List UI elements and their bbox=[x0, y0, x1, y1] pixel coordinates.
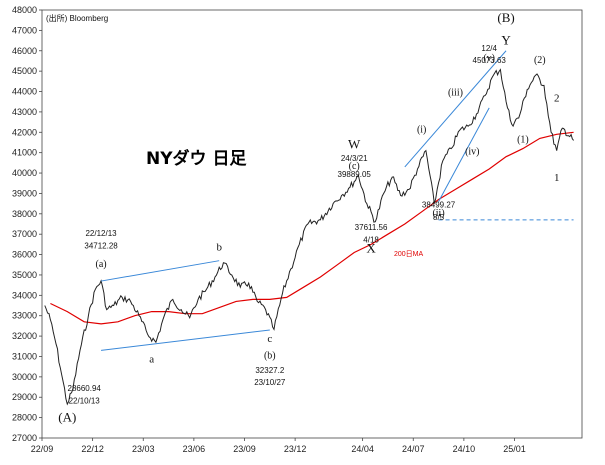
wave-label: 22/12/13 bbox=[85, 229, 117, 238]
y-tick-label: 40000 bbox=[12, 168, 37, 178]
y-tick-label: 33000 bbox=[12, 311, 37, 321]
trendline bbox=[101, 329, 270, 351]
wave-annotations: (A) 28660.94 22/10/13 22/12/13 34712.28 (a) a b… bbox=[58, 10, 559, 424]
y-axis: 27000 28000 29000 30000 31000 32000 33000 34000… bbox=[12, 5, 42, 443]
y-tick-label: 36000 bbox=[12, 250, 37, 260]
source-label: (出所) Bloomberg bbox=[46, 13, 108, 23]
wave-label: 38499.27 bbox=[422, 201, 456, 210]
ma200-label: 200日MA bbox=[394, 250, 424, 258]
y-tick-label: 47000 bbox=[12, 25, 37, 35]
wave-label: 12/4 bbox=[481, 44, 497, 53]
price-line bbox=[44, 68, 574, 406]
wave-label: 4/18 bbox=[363, 235, 379, 244]
wave-label: W bbox=[348, 137, 361, 152]
wave-label: 37611.56 bbox=[355, 223, 388, 232]
wave-label: (2) bbox=[534, 55, 546, 66]
trendline bbox=[438, 107, 490, 202]
wave-label: (iii) bbox=[448, 88, 463, 99]
trendline bbox=[100, 260, 220, 282]
wave-label: (iv) bbox=[465, 147, 479, 158]
y-tick-label: 39000 bbox=[12, 188, 37, 198]
chart-title: NYダウ 日足 bbox=[146, 148, 246, 169]
plot-frame bbox=[41, 9, 583, 439]
wave-label: 24/3/21 bbox=[341, 154, 368, 163]
wave-label: 28660.94 bbox=[68, 384, 102, 393]
wave-label: Y bbox=[501, 33, 511, 48]
trendline bbox=[404, 50, 507, 168]
wave-label: (1) bbox=[517, 134, 529, 145]
y-tick-label: 28000 bbox=[12, 413, 37, 423]
y-tick-label: 46000 bbox=[12, 46, 37, 56]
x-tick-label: 24/07 bbox=[402, 444, 425, 454]
price-series bbox=[44, 68, 574, 406]
trendlines bbox=[100, 50, 574, 351]
wave-label: 1 bbox=[554, 172, 560, 184]
x-tick-label: 24/10 bbox=[453, 444, 476, 454]
x-tick-label: 22/12 bbox=[81, 444, 104, 454]
y-tick-label: 32000 bbox=[12, 331, 37, 341]
x-tick-label: 23/12 bbox=[284, 444, 307, 454]
y-tick-label: 41000 bbox=[12, 148, 37, 158]
y-tick-label: 48000 bbox=[12, 5, 37, 15]
x-tick-label: 23/06 bbox=[183, 444, 206, 454]
y-tick-label: 29000 bbox=[12, 392, 37, 402]
wave-label: 2 bbox=[554, 93, 560, 105]
x-axis: 22/09 22/12 23/03 23/06 23/09 23/12 24/04 24/07… bbox=[31, 438, 526, 454]
x-tick-label: 22/09 bbox=[31, 444, 54, 454]
wave-label: (i) bbox=[417, 124, 426, 135]
wave-label: (A) bbox=[58, 410, 76, 425]
y-tick-label: 30000 bbox=[12, 372, 37, 382]
wave-label: (ii) bbox=[432, 208, 444, 219]
wave-label: b bbox=[216, 241, 222, 253]
y-tick-label: 31000 bbox=[12, 351, 37, 361]
ma200-line bbox=[50, 131, 574, 325]
wave-label: X bbox=[366, 241, 376, 256]
wave-label: 8/5 bbox=[433, 213, 445, 222]
y-tick-label: 27000 bbox=[12, 433, 37, 443]
wave-label: 34712.28 bbox=[84, 241, 118, 250]
wave-label: 45073.63 bbox=[473, 56, 507, 65]
y-tick-label: 37000 bbox=[12, 229, 37, 239]
wave-label: 39889.05 bbox=[338, 170, 372, 179]
wave-label: 23/10/27 bbox=[254, 378, 286, 387]
wave-label: (B) bbox=[497, 10, 514, 25]
wave-label: (b) bbox=[264, 351, 276, 362]
wave-label: a bbox=[149, 354, 154, 366]
y-tick-label: 43000 bbox=[12, 107, 37, 117]
wave-label: 32327.2 bbox=[255, 366, 284, 375]
wave-label: c bbox=[267, 333, 272, 345]
y-tick-label: 35000 bbox=[12, 270, 37, 280]
x-tick-label: 25/01 bbox=[503, 444, 526, 454]
wave-label: (a) bbox=[96, 259, 107, 270]
y-tick-label: 44000 bbox=[12, 87, 37, 97]
y-tick-label: 42000 bbox=[12, 127, 37, 137]
x-tick-label: 24/04 bbox=[351, 444, 374, 454]
x-tick-label: 23/03 bbox=[132, 444, 155, 454]
ma200-series bbox=[50, 131, 574, 325]
x-tick-label: 23/09 bbox=[233, 444, 256, 454]
wave-label: (v) bbox=[483, 53, 495, 64]
y-tick-label: 45000 bbox=[12, 66, 37, 76]
wave-label: 22/10/13 bbox=[69, 396, 101, 405]
y-tick-label: 34000 bbox=[12, 290, 37, 300]
y-tick-label: 38000 bbox=[12, 209, 37, 219]
wave-label: (c) bbox=[349, 161, 360, 172]
